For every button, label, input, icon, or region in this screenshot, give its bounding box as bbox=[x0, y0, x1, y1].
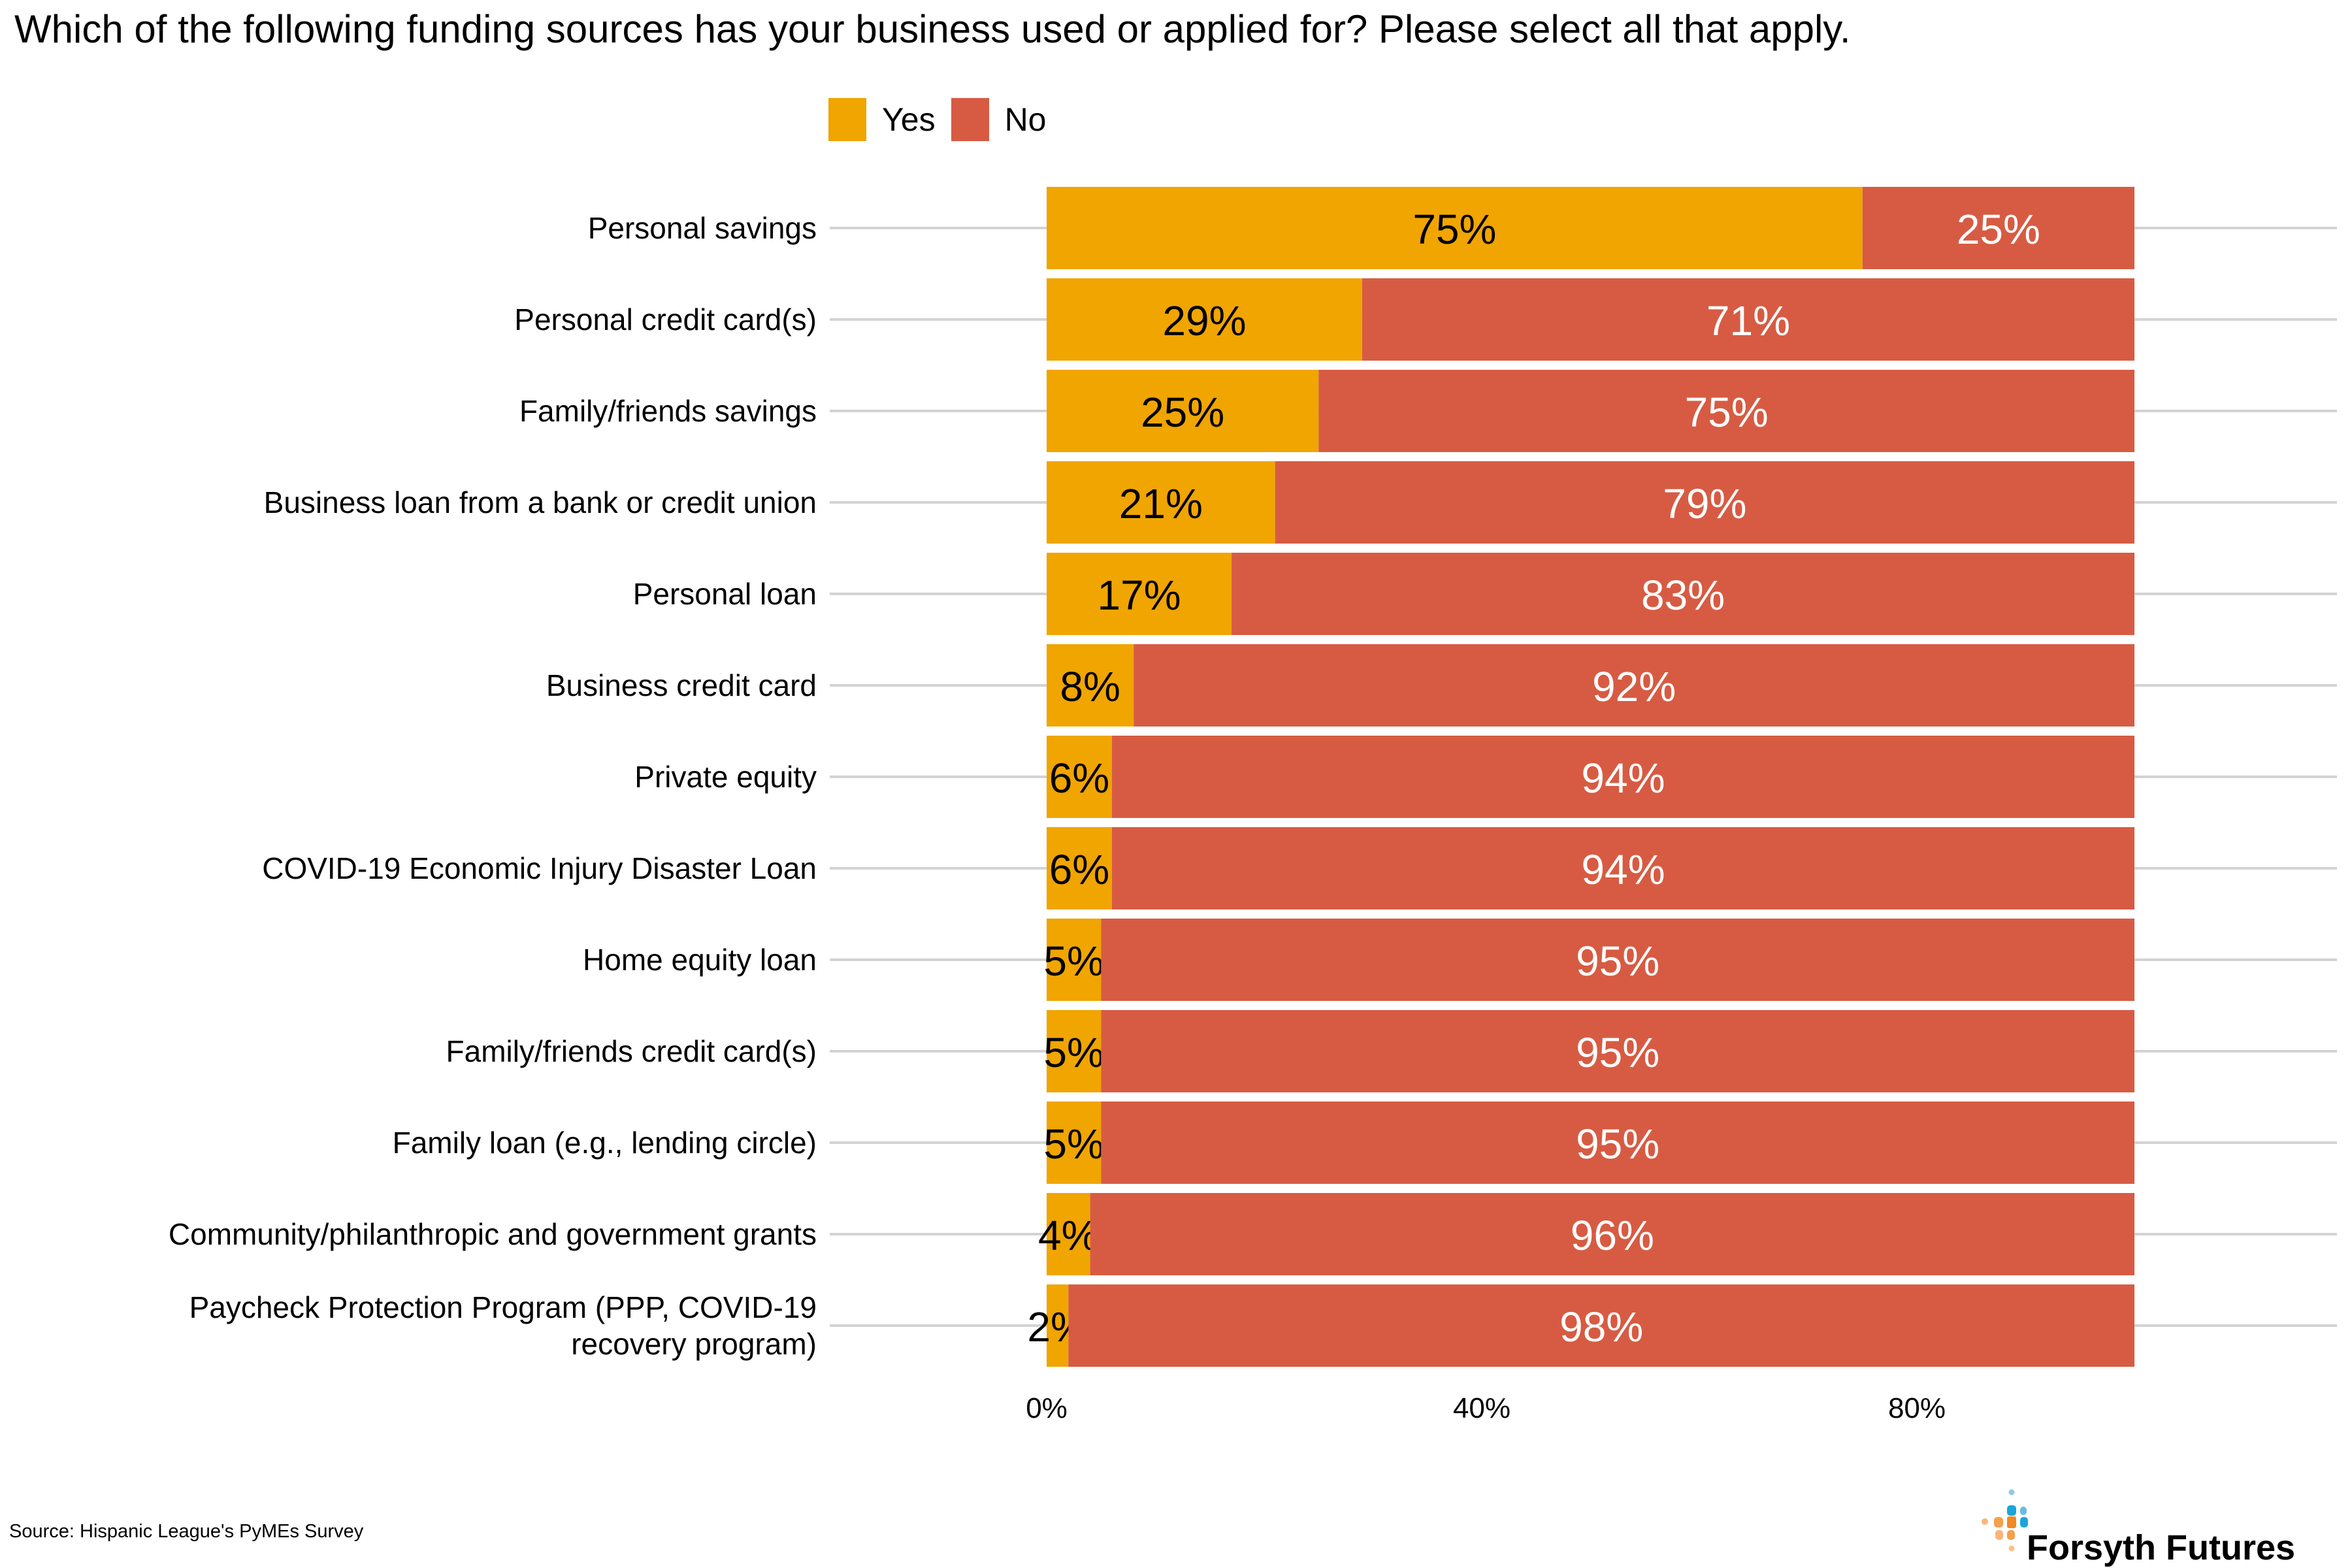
data-label-yes: 5% bbox=[1043, 1029, 1104, 1076]
category-label: Personal credit card(s) bbox=[514, 302, 817, 336]
data-label-yes: 25% bbox=[1141, 389, 1224, 436]
bar-no bbox=[1134, 644, 2134, 727]
category-label: COVID-19 Economic Injury Disaster Loan bbox=[262, 851, 817, 885]
bar-yes bbox=[1047, 827, 1112, 909]
x-tick-label: 40% bbox=[1453, 1392, 1511, 1424]
legend: Yes No bbox=[828, 98, 1062, 141]
bar-no bbox=[1090, 1193, 2134, 1275]
bar-no bbox=[1111, 736, 2134, 818]
x-tick-label: 0% bbox=[1026, 1392, 1068, 1424]
bar-no bbox=[1068, 1284, 2134, 1367]
category-label: Personal savings bbox=[588, 211, 817, 245]
data-label-no: 75% bbox=[1685, 389, 1769, 436]
bar-yes bbox=[1047, 187, 1863, 269]
data-label-no: 94% bbox=[1581, 755, 1665, 802]
data-label-no: 98% bbox=[1560, 1303, 1643, 1350]
source-note: Source: Hispanic League's PyMEs Survey bbox=[9, 1521, 364, 1542]
bar-yes bbox=[1047, 919, 1102, 1001]
category-label: Paycheck Protection Program (PPP, COVID-… bbox=[189, 1290, 817, 1361]
legend-item-no: No bbox=[951, 98, 1047, 141]
bar-no bbox=[1111, 827, 2134, 909]
category-label: Community/philanthropic and government g… bbox=[169, 1217, 817, 1251]
bar-yes bbox=[1047, 461, 1275, 544]
data-label-yes: 17% bbox=[1097, 572, 1181, 619]
x-tick-label: 80% bbox=[1888, 1392, 1946, 1424]
legend-swatch-no bbox=[951, 98, 989, 141]
legend-label-yes: Yes bbox=[882, 101, 936, 138]
category-label: Personal loan bbox=[633, 577, 817, 611]
bar-yes bbox=[1047, 553, 1232, 635]
data-label-no: 71% bbox=[1707, 297, 1790, 344]
data-label-no: 79% bbox=[1663, 480, 1746, 527]
bar-no bbox=[1101, 919, 2134, 1001]
bar-yes bbox=[1047, 736, 1112, 818]
logo-text: Forsyth Futures bbox=[2027, 1528, 2296, 1567]
bar-yes bbox=[1047, 1193, 1090, 1275]
logo-dots-icon bbox=[1982, 1489, 2028, 1552]
bar-no bbox=[1232, 553, 2134, 635]
bar-yes bbox=[1047, 1284, 1069, 1367]
data-label-yes: 8% bbox=[1060, 663, 1120, 710]
data-label-no: 25% bbox=[1957, 206, 2040, 253]
category-label: Private equity bbox=[634, 760, 817, 794]
forsyth-futures-logo: Forsyth Futures bbox=[1972, 1483, 2338, 1568]
bar-no bbox=[1101, 1102, 2134, 1184]
data-label-yes: 5% bbox=[1043, 1120, 1104, 1168]
data-label-no: 95% bbox=[1576, 1029, 1659, 1076]
data-label-yes: 21% bbox=[1119, 480, 1203, 527]
bar-yes bbox=[1047, 370, 1319, 452]
bar-no bbox=[1101, 1010, 2134, 1092]
bar-yes bbox=[1047, 278, 1362, 361]
bar-no bbox=[1862, 187, 2134, 269]
category-label-line: Paycheck Protection Program (PPP, COVID-… bbox=[189, 1290, 817, 1324]
data-label-no: 96% bbox=[1571, 1212, 1654, 1259]
data-label-yes: 5% bbox=[1043, 938, 1104, 985]
category-label: Home equity loan bbox=[583, 943, 817, 977]
category-label-line: recovery program) bbox=[571, 1327, 817, 1361]
bar-no bbox=[1318, 370, 2134, 452]
data-label-no: 95% bbox=[1576, 1120, 1659, 1168]
data-label-yes: 6% bbox=[1049, 846, 1110, 893]
bar-no bbox=[1362, 278, 2134, 361]
chart-title: Which of the following funding sources h… bbox=[14, 7, 1851, 51]
data-label-no: 94% bbox=[1581, 846, 1665, 893]
bar-no bbox=[1275, 461, 2134, 544]
category-label: Business loan from a bank or credit unio… bbox=[264, 485, 817, 519]
bar-yes bbox=[1047, 644, 1134, 727]
category-label: Family/friends savings bbox=[519, 394, 817, 428]
data-label-no: 83% bbox=[1641, 572, 1725, 619]
bar-yes bbox=[1047, 1010, 1102, 1092]
data-label-yes: 29% bbox=[1162, 297, 1246, 344]
category-label: Business credit card bbox=[546, 668, 817, 702]
data-label-yes: 75% bbox=[1413, 206, 1496, 253]
legend-swatch-yes bbox=[828, 98, 866, 141]
category-label: Family loan (e.g., lending circle) bbox=[393, 1126, 817, 1160]
data-label-no: 92% bbox=[1592, 663, 1676, 710]
legend-item-yes: Yes bbox=[828, 98, 936, 141]
legend-label-no: No bbox=[1004, 101, 1047, 138]
category-label: Family/friends credit card(s) bbox=[446, 1034, 817, 1068]
data-label-yes: 4% bbox=[1038, 1212, 1099, 1259]
data-label-yes: 6% bbox=[1049, 755, 1110, 802]
data-label-no: 95% bbox=[1576, 938, 1659, 985]
bar-yes bbox=[1047, 1102, 1102, 1184]
